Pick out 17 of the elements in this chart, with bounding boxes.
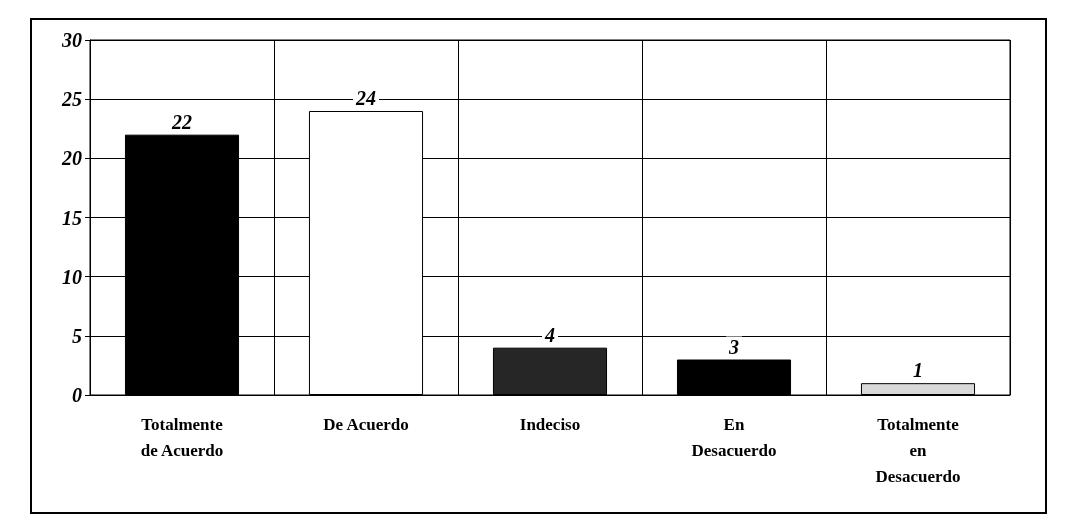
y-tick-label: 25 — [61, 88, 82, 111]
data-label: 22 — [171, 110, 192, 133]
y-tick-label: 0 — [72, 384, 82, 406]
y-tick-label: 10 — [62, 265, 82, 288]
y-tick-label: 5 — [72, 324, 82, 347]
data-label: 3 — [728, 335, 739, 358]
y-tick-label: 30 — [61, 29, 82, 51]
data-label: 24 — [355, 87, 376, 109]
x-tick-label: En Desacuerdo — [691, 414, 777, 460]
y-tick-label: 15 — [62, 206, 82, 229]
data-label: 4 — [544, 323, 555, 346]
x-tick-label: De Acuerdo — [323, 414, 409, 434]
y-tick-label: 20 — [61, 147, 82, 170]
x-tick-label: Totalmente en Desacuerdo — [875, 414, 961, 486]
data-label: 1 — [913, 359, 923, 382]
x-tick-label: Indeciso — [519, 414, 581, 434]
x-tick-label: Totalmente de Acuerdo — [140, 414, 224, 460]
